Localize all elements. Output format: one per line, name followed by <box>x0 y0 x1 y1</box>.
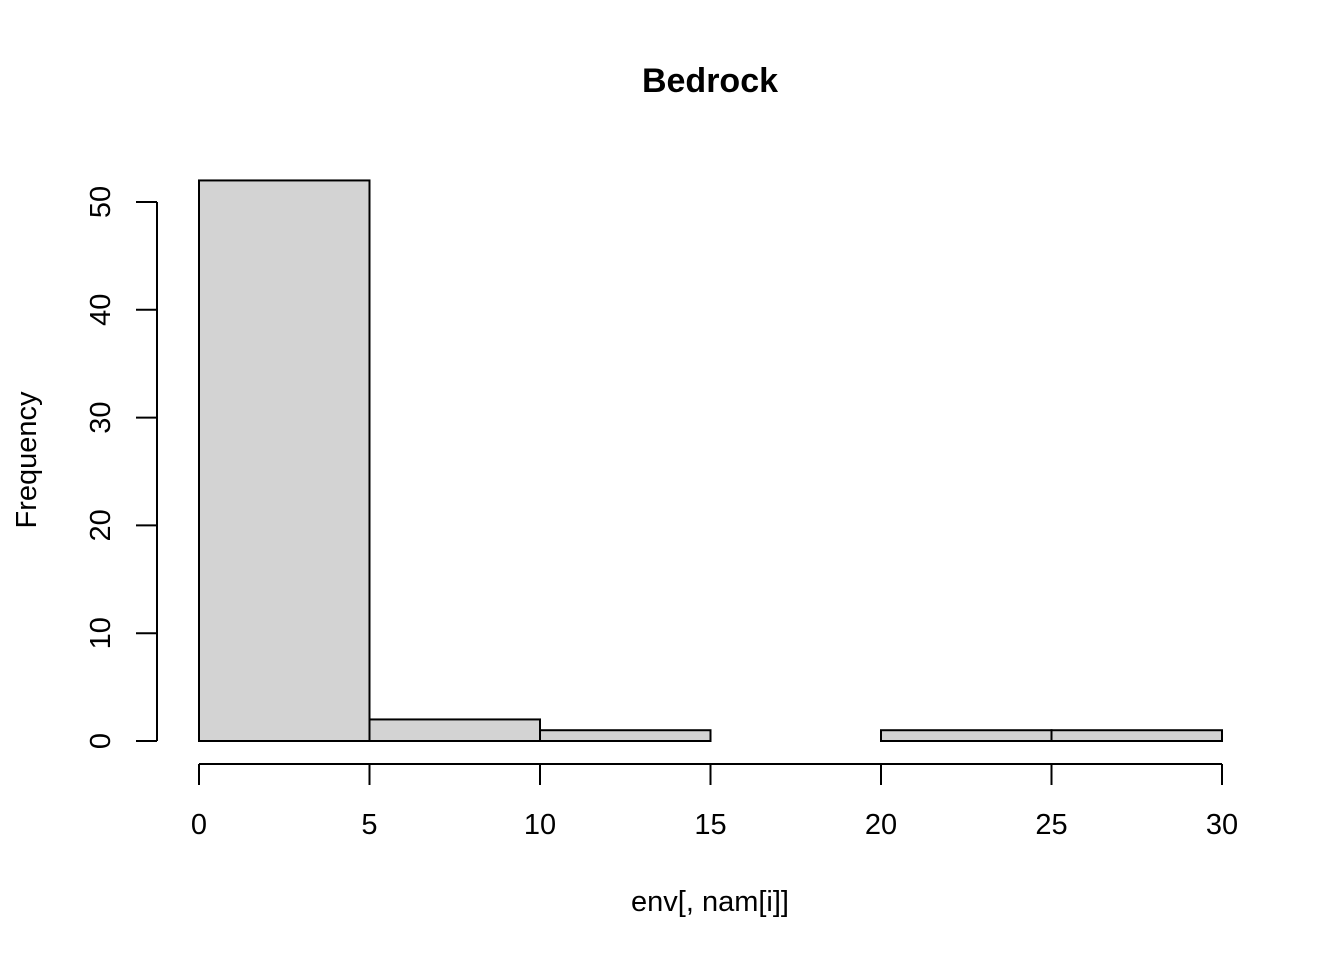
x-tick-label: 0 <box>191 809 207 841</box>
y-tick-label: 40 <box>85 294 117 326</box>
y-tick-label: 0 <box>85 733 117 749</box>
x-tick-label: 30 <box>1206 809 1238 841</box>
histogram-bar-0 <box>198 179 371 742</box>
x-tick-label: 20 <box>865 809 897 841</box>
x-axis-label: env[, nam[i]] <box>631 886 789 918</box>
x-axis: 0 5 10 15 20 25 30 <box>191 763 1238 841</box>
histogram-bar-4 <box>880 729 1053 742</box>
x-tick-label: 25 <box>1035 809 1067 841</box>
y-axis: 0 10 20 30 40 50 <box>85 186 158 749</box>
y-tick-label: 20 <box>85 509 117 541</box>
chart-title: Bedrock <box>642 62 778 100</box>
y-tick-label: 30 <box>85 401 117 433</box>
histogram-bar-1 <box>368 718 541 743</box>
y-tick-label: 50 <box>85 186 117 218</box>
y-tick-label: 10 <box>85 617 117 649</box>
x-tick-label: 15 <box>694 809 726 841</box>
x-tick-label: 5 <box>361 809 377 841</box>
x-tick-label: 10 <box>524 809 556 841</box>
y-axis-label: Frequency <box>11 391 43 529</box>
histogram-bar-5 <box>1050 729 1223 742</box>
histogram-bar-2 <box>539 729 712 742</box>
bars-group <box>198 179 1223 743</box>
